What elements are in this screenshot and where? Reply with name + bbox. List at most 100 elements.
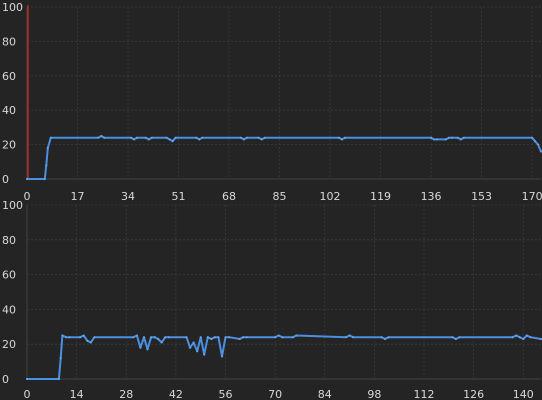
data-point — [59, 357, 62, 360]
series-line — [26, 334, 542, 380]
data-point — [281, 336, 284, 339]
chart-1: 0 20 40 60 80 100 0 17 34 51 68 85 102 119 136 153 170 — [2, 1, 542, 203]
data-point — [46, 147, 49, 149]
data-point — [139, 346, 142, 349]
data-point — [198, 138, 201, 141]
x-tick-label: 170 — [522, 190, 542, 203]
data-point — [338, 136, 340, 139]
data-point — [103, 136, 106, 139]
data-point — [245, 136, 248, 139]
data-point — [340, 138, 343, 141]
data-point — [45, 164, 48, 167]
x-tick-label: 17 — [71, 190, 85, 203]
y-tick-label: 60 — [2, 70, 16, 83]
data-point — [245, 336, 248, 339]
data-point — [160, 341, 163, 344]
data-point — [380, 336, 383, 339]
data-point — [143, 336, 145, 339]
data-point — [93, 336, 96, 339]
x-tick-label: 126 — [463, 388, 484, 400]
x-tick-label: 140 — [513, 388, 534, 400]
data-point — [263, 136, 266, 139]
data-point — [433, 138, 435, 141]
data-point — [192, 341, 195, 344]
data-point — [147, 138, 150, 141]
data-point — [529, 336, 532, 339]
y-tick-label: 20 — [2, 338, 16, 351]
data-point — [196, 350, 199, 353]
data-point — [203, 353, 206, 356]
data-point — [68, 336, 71, 339]
data-point — [515, 334, 518, 337]
x-tick-label: 28 — [119, 388, 133, 400]
data-point — [534, 140, 537, 143]
y-tick-label: 40 — [2, 303, 16, 316]
x-tick-label: 85 — [273, 190, 287, 203]
data-point — [86, 339, 89, 342]
data-point — [352, 336, 355, 339]
data-point — [195, 136, 198, 139]
data-point — [157, 338, 160, 340]
data-point — [221, 355, 223, 358]
x-tick-label: 0 — [24, 388, 31, 400]
data-point — [277, 334, 280, 337]
data-point — [260, 138, 263, 141]
y-tick-label: 20 — [2, 139, 16, 152]
x-tick-label: 68 — [222, 190, 236, 203]
x-tick-label: 0 — [24, 190, 31, 203]
y-tick-label: 80 — [2, 35, 16, 48]
y-tick-label: 0 — [2, 173, 9, 186]
data-point — [387, 336, 390, 339]
data-point — [274, 336, 277, 339]
data-point — [150, 136, 153, 139]
x-tick-label: 84 — [318, 388, 332, 400]
y-tick-label: 100 — [2, 199, 23, 212]
data-point — [345, 336, 347, 339]
data-point — [522, 338, 525, 340]
data-point — [26, 378, 28, 380]
data-point — [436, 138, 438, 141]
x-tick-label: 42 — [169, 388, 183, 400]
data-point — [65, 336, 67, 339]
data-point — [454, 338, 457, 340]
data-point — [135, 136, 138, 139]
data-point — [130, 136, 132, 139]
data-point — [206, 336, 209, 339]
data-point — [43, 178, 46, 180]
y-tick-label: 0 — [2, 373, 9, 386]
data-point — [525, 334, 528, 337]
data-point — [459, 138, 462, 141]
data-point — [100, 135, 103, 137]
data-point — [291, 336, 294, 339]
data-point — [518, 336, 521, 339]
data-point — [135, 334, 138, 337]
data-point — [185, 336, 188, 339]
x-tick-label: 70 — [268, 388, 282, 400]
data-point — [257, 136, 260, 139]
data-point — [217, 336, 220, 339]
series-line — [26, 135, 542, 180]
data-point — [189, 346, 192, 349]
x-tick-label: 34 — [121, 190, 135, 203]
x-tick-label: 98 — [367, 388, 381, 400]
data-point — [384, 338, 386, 340]
y-tick-label: 60 — [2, 269, 16, 282]
x-tick-label: 102 — [320, 190, 341, 203]
chart-2: 0 20 40 60 80 100 0 14 28 42 56 70 84 98 112 126 140 — [2, 199, 542, 400]
data-point — [224, 336, 227, 339]
x-tick-label: 153 — [471, 190, 492, 203]
data-point — [239, 136, 242, 139]
data-point — [82, 334, 85, 337]
y-tick-label: 100 — [2, 1, 23, 14]
data-point — [61, 334, 64, 337]
x-tick-label: 56 — [219, 388, 233, 400]
data-point — [462, 136, 465, 139]
data-point — [451, 336, 454, 339]
data-point — [242, 138, 245, 141]
data-point — [348, 334, 351, 337]
data-point — [447, 136, 450, 139]
data-point — [228, 336, 231, 339]
data-point — [165, 136, 168, 139]
data-point — [168, 138, 171, 141]
